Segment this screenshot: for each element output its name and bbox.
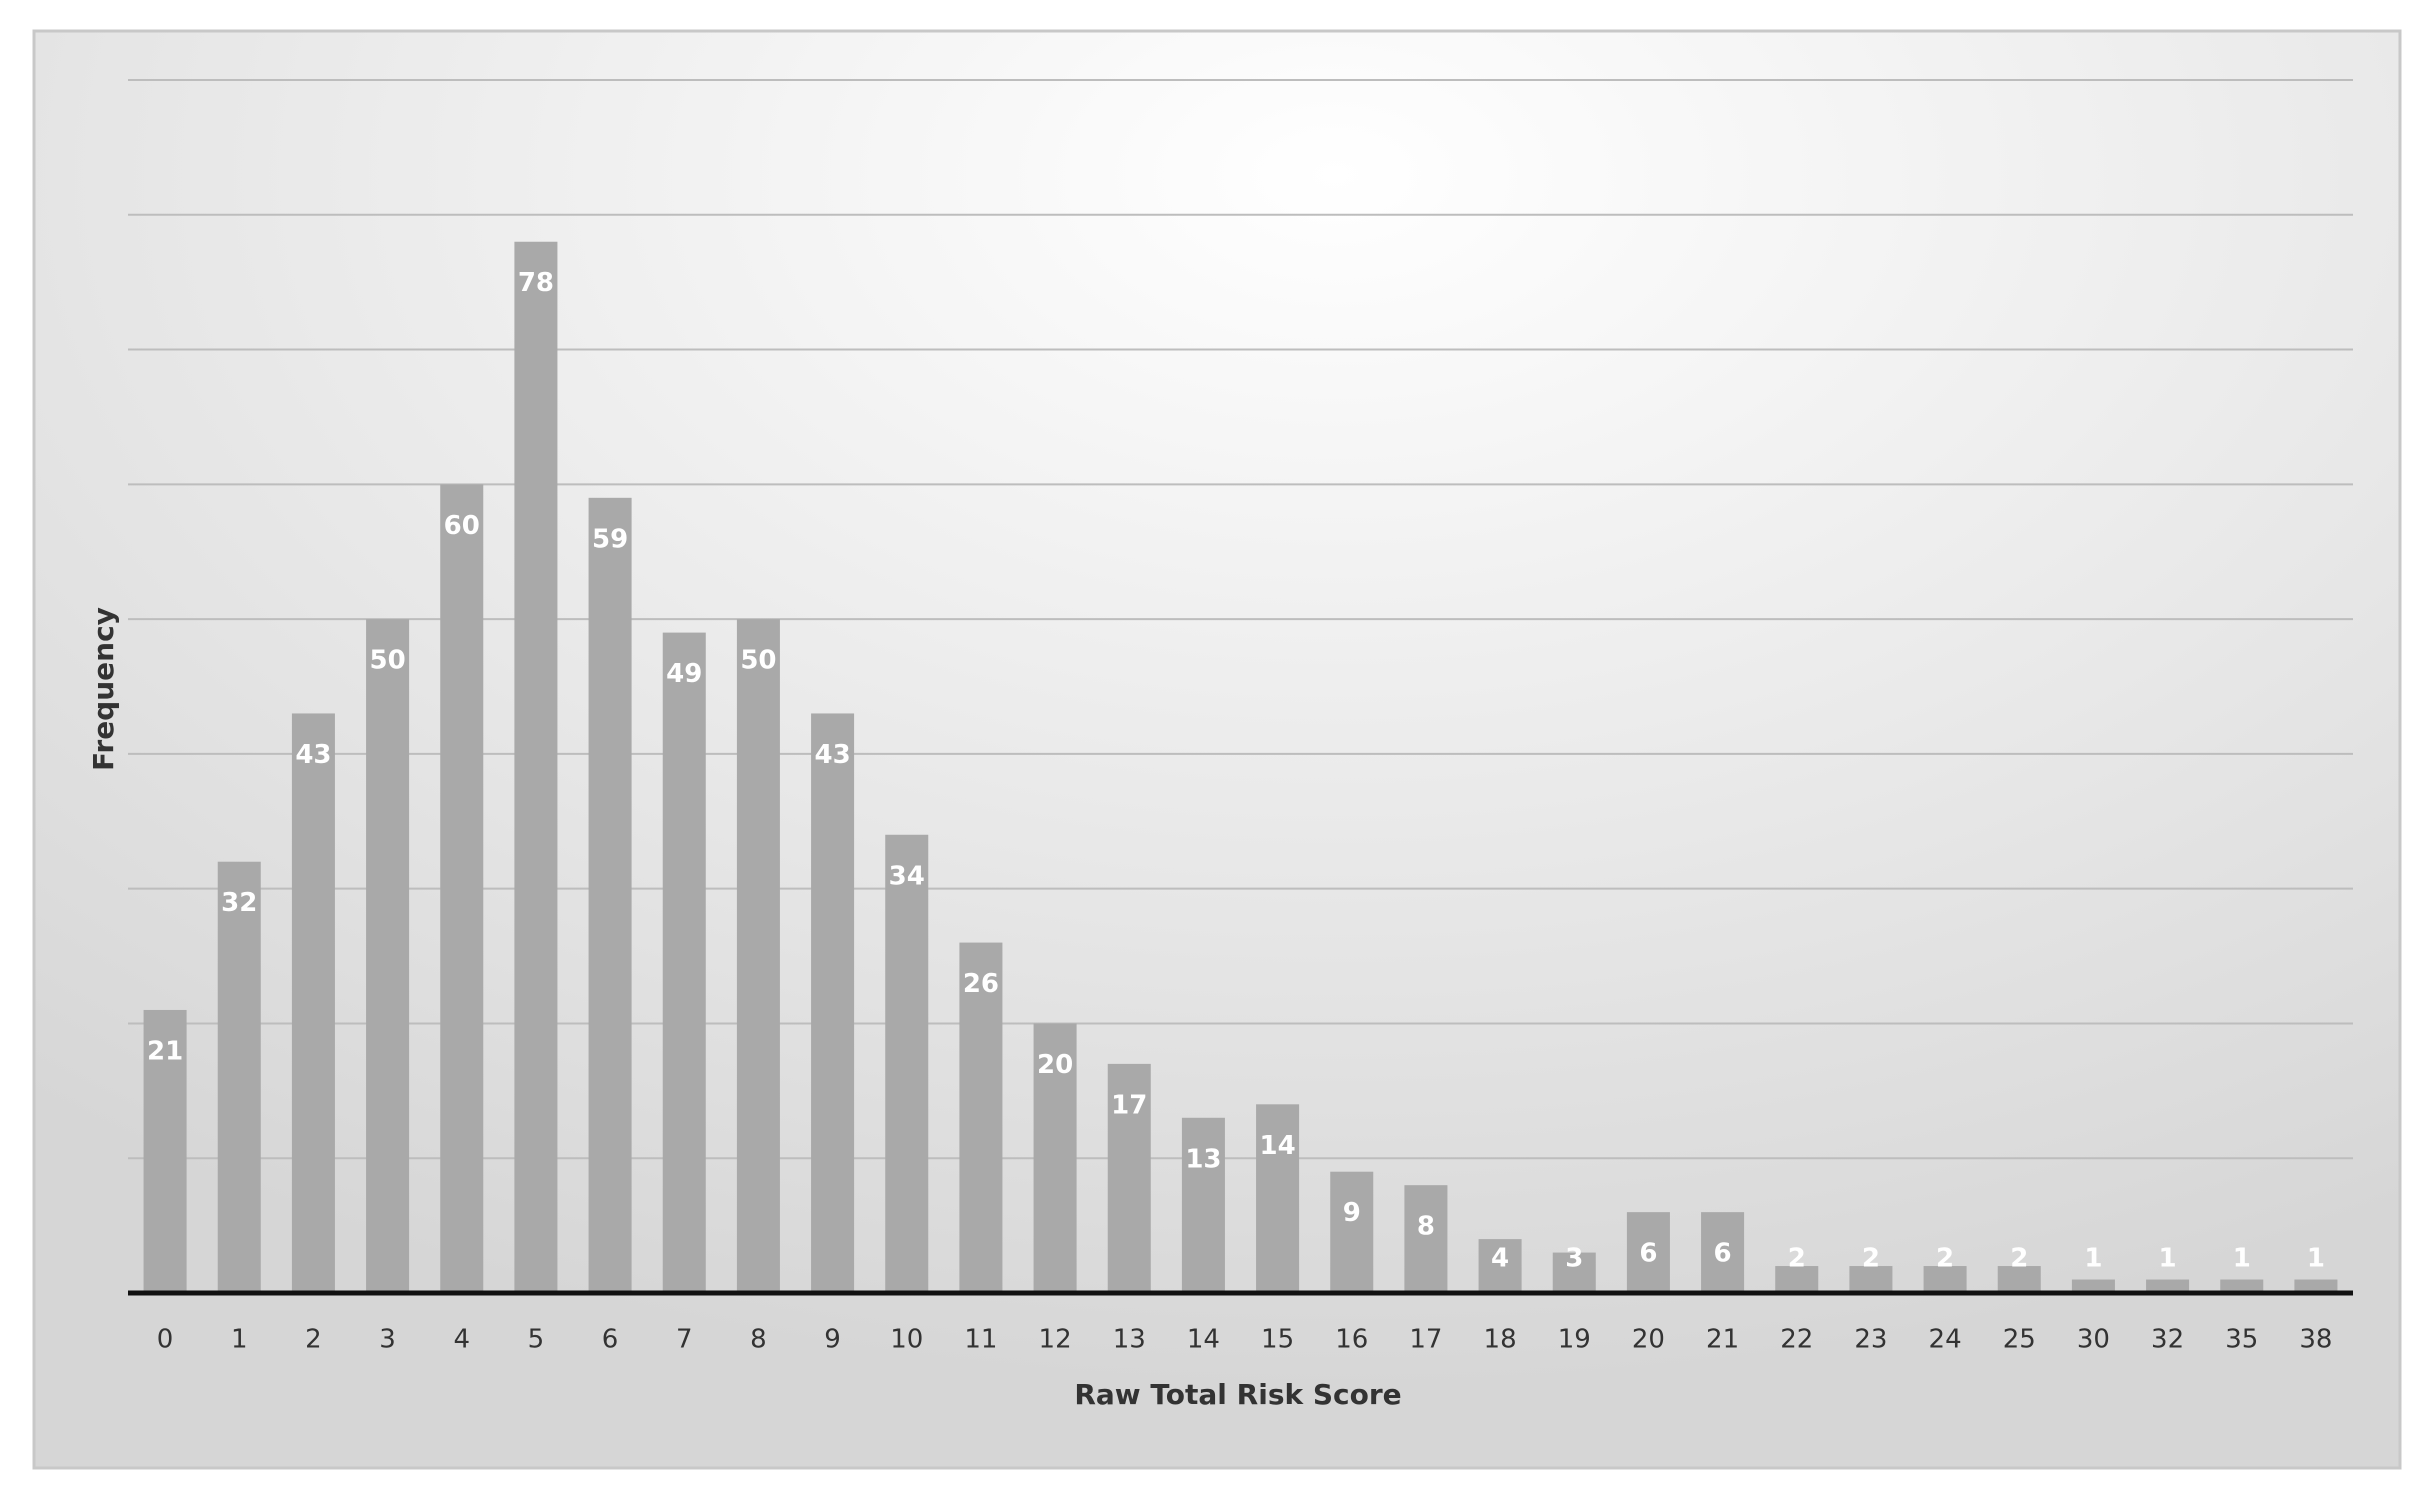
x-tick-label: 24 <box>1929 1325 1962 1355</box>
data-label: 17 <box>1111 1090 1147 1120</box>
x-tick-label: 1 <box>231 1325 248 1355</box>
x-tick-label: 12 <box>1039 1325 1072 1355</box>
data-label: 1 <box>2084 1244 2102 1274</box>
x-tick-label: 38 <box>2299 1325 2332 1355</box>
data-label: 50 <box>740 646 776 676</box>
bar <box>1181 1117 1225 1293</box>
y-axis-title: Frequency <box>87 607 120 771</box>
data-label: 78 <box>518 268 554 298</box>
bar <box>1626 1212 1670 1293</box>
bar <box>588 497 632 1293</box>
bar <box>143 1009 187 1293</box>
data-label: 32 <box>221 888 257 918</box>
data-label: 4 <box>1491 1244 1509 1274</box>
bar <box>959 942 1003 1293</box>
bar <box>1997 1266 2041 1293</box>
x-tick-label: 5 <box>528 1325 545 1355</box>
x-tick-label: 32 <box>2151 1325 2184 1355</box>
x-tick-label: 19 <box>1558 1325 1591 1355</box>
bar <box>2071 1279 2115 1293</box>
x-tick-label: 23 <box>1854 1325 1887 1355</box>
bar <box>217 861 261 1293</box>
x-tick-label: 16 <box>1335 1325 1368 1355</box>
bar <box>1033 1023 1077 1293</box>
bar <box>1775 1266 1819 1293</box>
data-label: 21 <box>147 1036 183 1066</box>
x-tick-label: 30 <box>2077 1325 2110 1355</box>
bar <box>1330 1171 1374 1293</box>
bar <box>291 713 335 1293</box>
x-tick-label: 7 <box>676 1325 693 1355</box>
bar <box>1552 1252 1596 1293</box>
data-label: 8 <box>1417 1212 1435 1242</box>
data-label: 14 <box>1259 1131 1295 1161</box>
bar <box>366 619 410 1293</box>
data-label: 2 <box>1788 1244 1806 1274</box>
bar <box>1701 1212 1745 1293</box>
data-label: 50 <box>369 646 405 676</box>
bar <box>1107 1063 1151 1293</box>
data-label: 13 <box>1185 1144 1221 1174</box>
bar <box>2294 1279 2338 1293</box>
x-tick-label: 35 <box>2225 1325 2258 1355</box>
x-tick-label: 11 <box>964 1325 997 1355</box>
x-tick-label: 9 <box>824 1325 841 1355</box>
x-tick-label: 25 <box>2003 1325 2036 1355</box>
data-label: 2 <box>2010 1244 2028 1274</box>
data-label: 43 <box>295 740 331 770</box>
bar <box>811 713 855 1293</box>
bar <box>514 241 558 1293</box>
x-tick-label: 4 <box>453 1325 470 1355</box>
data-label: 6 <box>1639 1239 1657 1269</box>
data-label: 20 <box>1037 1050 1073 1080</box>
data-label: 1 <box>2307 1244 2325 1274</box>
x-tick-label: 3 <box>379 1325 396 1355</box>
data-label: 1 <box>2233 1244 2251 1274</box>
x-tick-label: 22 <box>1780 1325 1813 1355</box>
x-tick-label: 8 <box>750 1325 767 1355</box>
data-label: 9 <box>1343 1198 1361 1228</box>
bar <box>440 484 484 1293</box>
data-label: 26 <box>963 969 999 999</box>
bar <box>1256 1104 1300 1293</box>
x-tick-label: 17 <box>1409 1325 1442 1355</box>
x-tick-label: 20 <box>1632 1325 1665 1355</box>
bar <box>885 834 929 1293</box>
bar <box>1478 1239 1522 1293</box>
x-tick-label: 14 <box>1187 1325 1220 1355</box>
data-label: 3 <box>1565 1244 1583 1274</box>
data-label: 43 <box>814 740 850 770</box>
data-label: 1 <box>2159 1244 2177 1274</box>
data-label: 49 <box>666 659 702 689</box>
x-tick-label: 21 <box>1706 1325 1739 1355</box>
x-tick-label: 6 <box>602 1325 619 1355</box>
bar <box>662 632 706 1293</box>
x-tick-label: 10 <box>890 1325 923 1355</box>
x-tick-label: 2 <box>305 1325 322 1355</box>
bar <box>2220 1279 2264 1293</box>
data-label: 2 <box>1862 1244 1880 1274</box>
data-label: 34 <box>889 861 925 891</box>
x-tick-label: 13 <box>1113 1325 1146 1355</box>
x-tick-label: 18 <box>1484 1325 1517 1355</box>
data-label: 59 <box>592 524 628 554</box>
bar <box>1849 1266 1893 1293</box>
data-label: 6 <box>1714 1239 1732 1269</box>
bar <box>1923 1266 1967 1293</box>
bar <box>736 619 780 1293</box>
data-label: 60 <box>444 511 480 541</box>
x-axis-title: Raw Total Risk Score <box>1074 1378 1401 1411</box>
x-tick-label: 15 <box>1261 1325 1294 1355</box>
bar <box>2146 1279 2190 1293</box>
bar <box>1404 1185 1448 1293</box>
x-tick-label: 0 <box>157 1325 174 1355</box>
data-label: 2 <box>1936 1244 1954 1274</box>
